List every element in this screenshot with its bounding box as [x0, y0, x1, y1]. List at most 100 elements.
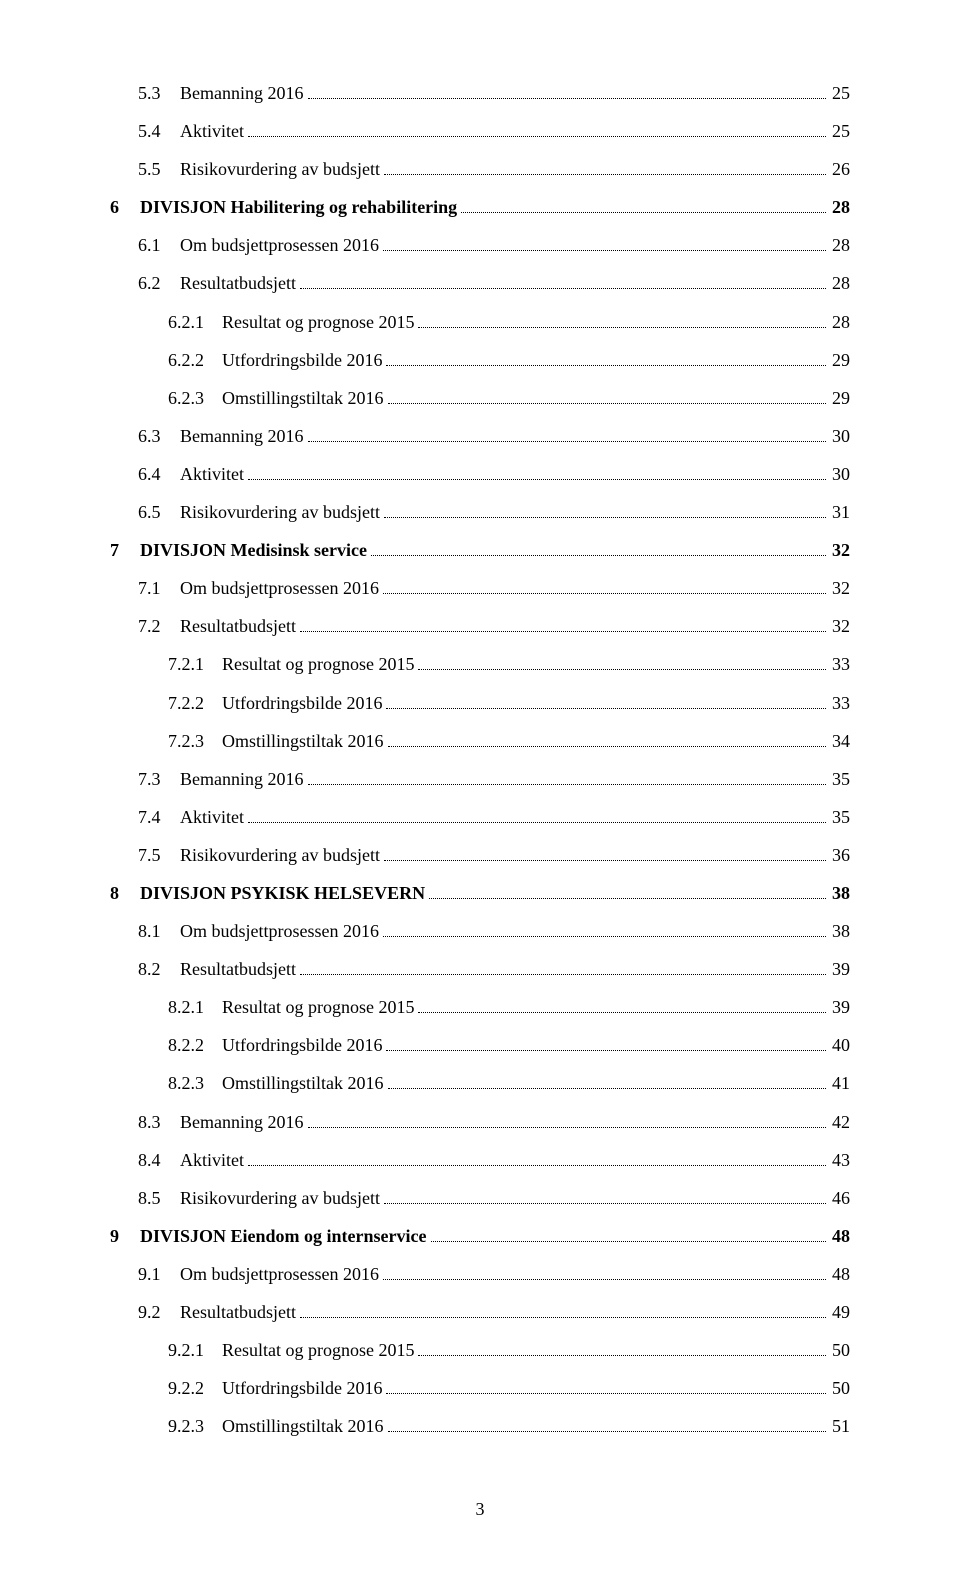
toc-entry-title: Om budsjettprosessen 2016	[174, 232, 379, 258]
toc-entry: 6DIVISJON Habilitering og rehabilitering…	[110, 194, 850, 220]
toc-entry: 6.2Resultatbudsjett28	[138, 270, 850, 296]
toc-entry-title: Omstillingstiltak 2016	[216, 385, 384, 411]
toc-entry-page: 35	[830, 804, 850, 830]
toc-entry: 6.2.2Utfordringsbilde 201629	[168, 347, 850, 373]
toc-entry-page: 43	[830, 1147, 850, 1173]
toc-leader-dots	[418, 655, 826, 670]
toc-leader-dots	[388, 1417, 826, 1432]
toc-leader-dots	[383, 236, 826, 251]
toc-entry-title: Omstillingstiltak 2016	[216, 1413, 384, 1439]
toc-leader-dots	[308, 1112, 827, 1127]
toc-leader-dots	[386, 1036, 826, 1051]
toc-leader-dots	[418, 1341, 826, 1356]
toc-entry-number: 8.4	[138, 1147, 174, 1173]
toc-entry-number: 8.5	[138, 1185, 174, 1211]
toc-entry: 8.2.3Omstillingstiltak 201641	[168, 1070, 850, 1096]
toc-leader-dots	[308, 426, 827, 441]
toc-entry-page: 42	[830, 1109, 850, 1135]
toc-entry-title: Resultatbudsjett	[174, 613, 296, 639]
toc-entry-page: 33	[830, 690, 850, 716]
toc-entry: 7.2.3Omstillingstiltak 201634	[168, 728, 850, 754]
toc-entry: 5.5Risikovurdering av budsjett26	[138, 156, 850, 182]
table-of-contents: 5.3Bemanning 2016255.4Aktivitet255.5Risi…	[110, 80, 850, 1439]
toc-entry-page: 30	[830, 423, 850, 449]
toc-entry: 6.1Om budsjettprosessen 201628	[138, 232, 850, 258]
toc-entry-number: 6.2.2	[168, 347, 216, 373]
toc-entry-number: 8	[110, 880, 134, 906]
toc-leader-dots	[383, 1265, 826, 1280]
toc-entry-page: 31	[830, 499, 850, 525]
toc-entry-page: 50	[830, 1337, 850, 1363]
toc-entry-page: 48	[830, 1261, 850, 1287]
toc-entry: 6.2.3Omstillingstiltak 2016 29	[168, 385, 850, 411]
toc-leader-dots	[384, 160, 826, 175]
toc-leader-dots	[300, 1303, 826, 1318]
toc-entry-page: 28	[830, 194, 850, 220]
toc-entry: 8.2.1Resultat og prognose 2015 39	[168, 994, 850, 1020]
toc-entry-title: Omstillingstiltak 2016	[216, 728, 384, 754]
toc-entry: 6.5Risikovurdering av budsjett31	[138, 499, 850, 525]
toc-entry-number: 6.2.3	[168, 385, 216, 411]
toc-leader-dots	[300, 617, 826, 632]
toc-entry-page: 29	[830, 385, 850, 411]
toc-entry-number: 7.2.1	[168, 651, 216, 677]
toc-leader-dots	[388, 1074, 826, 1089]
toc-leader-dots	[308, 769, 827, 784]
toc-entry-number: 6	[110, 194, 134, 220]
toc-entry: 7.4Aktivitet35	[138, 804, 850, 830]
toc-entry: 7.2.2Utfordringsbilde 201633	[168, 690, 850, 716]
toc-entry-page: 50	[830, 1375, 850, 1401]
toc-leader-dots	[308, 84, 827, 99]
toc-entry-number: 8.2.1	[168, 994, 216, 1020]
toc-entry-number: 6.2.1	[168, 309, 216, 335]
toc-entry-title: Utfordringsbilde 2016	[216, 1375, 382, 1401]
toc-entry: 7DIVISJON Medisinsk service32	[110, 537, 850, 563]
toc-entry-number: 7.4	[138, 804, 174, 830]
toc-entry-number: 8.3	[138, 1109, 174, 1135]
toc-entry-number: 7.3	[138, 766, 174, 792]
toc-entry-number: 9.2.3	[168, 1413, 216, 1439]
toc-entry-number: 5.5	[138, 156, 174, 182]
toc-leader-dots	[418, 312, 826, 327]
toc-entry: 5.3Bemanning 201625	[138, 80, 850, 106]
toc-entry-number: 6.5	[138, 499, 174, 525]
toc-entry-page: 39	[830, 956, 850, 982]
toc-leader-dots	[431, 1226, 827, 1241]
toc-entry: 9.2.3Omstillingstiltak 201651	[168, 1413, 850, 1439]
toc-leader-dots	[386, 350, 826, 365]
toc-entry: 9.2.1Resultat og prognose 201550	[168, 1337, 850, 1363]
toc-entry-page: 36	[830, 842, 850, 868]
toc-leader-dots	[248, 122, 826, 137]
toc-entry-page: 30	[830, 461, 850, 487]
toc-entry-number: 7.5	[138, 842, 174, 868]
page-number: 3	[110, 1499, 850, 1520]
toc-entry: 9DIVISJON Eiendom og internservice48	[110, 1223, 850, 1249]
toc-entry-title: Risikovurdering av budsjett	[174, 1185, 380, 1211]
toc-entry: 8.5Risikovurdering av budsjett 46	[138, 1185, 850, 1211]
toc-entry-page: 38	[830, 880, 850, 906]
toc-entry-page: 32	[830, 575, 850, 601]
toc-leader-dots	[429, 884, 826, 899]
toc-entry-page: 46	[830, 1185, 850, 1211]
toc-entry-page: 39	[830, 994, 850, 1020]
toc-leader-dots	[386, 1379, 826, 1394]
toc-entry-number: 5.4	[138, 118, 174, 144]
toc-entry-title: Bemanning 2016	[174, 1109, 304, 1135]
document-page: 5.3Bemanning 2016255.4Aktivitet255.5Risi…	[0, 0, 960, 1580]
toc-entry-title: Risikovurdering av budsjett	[174, 842, 380, 868]
toc-entry-number: 7.2	[138, 613, 174, 639]
toc-entry: 6.4Aktivitet30	[138, 461, 850, 487]
toc-entry: 7.3Bemanning 201635	[138, 766, 850, 792]
toc-entry: 9.2Resultatbudsjett49	[138, 1299, 850, 1325]
toc-entry: 7.1Om budsjettprosessen 201632	[138, 575, 850, 601]
toc-entry-page: 25	[830, 80, 850, 106]
toc-entry-title: DIVISJON Medisinsk service	[134, 537, 367, 563]
toc-entry-page: 29	[830, 347, 850, 373]
toc-entry-page: 38	[830, 918, 850, 944]
toc-entry-title: Resultat og prognose 2015	[216, 994, 414, 1020]
toc-entry-number: 7.2.2	[168, 690, 216, 716]
toc-entry-page: 34	[830, 728, 850, 754]
toc-entry-number: 9.2	[138, 1299, 174, 1325]
toc-entry-page: 35	[830, 766, 850, 792]
toc-entry-title: Aktivitet	[174, 1147, 244, 1173]
